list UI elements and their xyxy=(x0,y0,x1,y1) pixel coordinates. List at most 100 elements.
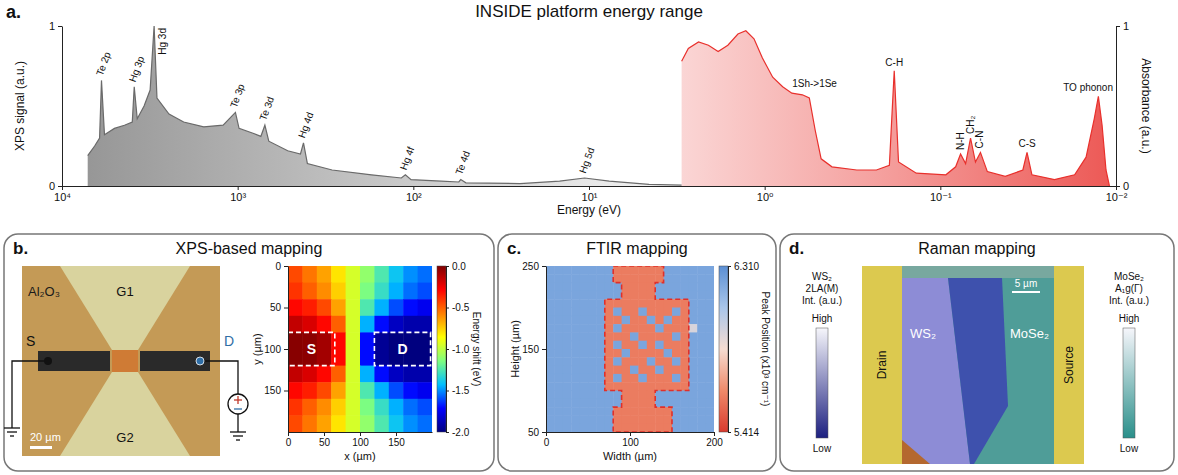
tick: 50 xyxy=(319,432,331,448)
cell xyxy=(613,291,622,300)
cell xyxy=(647,366,656,375)
tick: 50 xyxy=(528,427,546,438)
cell xyxy=(697,391,706,400)
tick-mark xyxy=(288,432,289,436)
cell xyxy=(317,299,332,316)
cell xyxy=(374,399,389,416)
cell xyxy=(580,283,589,292)
cell xyxy=(706,349,714,358)
cell xyxy=(554,407,563,416)
ground xyxy=(4,427,20,428)
cell xyxy=(647,341,656,350)
cell xyxy=(563,291,572,300)
cell xyxy=(638,266,647,275)
tick-label: 10³ xyxy=(230,191,246,203)
tick-label: -0.5 xyxy=(452,302,470,313)
tick-mark xyxy=(58,186,62,187)
cell xyxy=(630,316,639,325)
tick-mark xyxy=(446,391,449,392)
cell xyxy=(622,366,631,375)
cell xyxy=(302,316,317,333)
cell xyxy=(571,324,580,333)
cell xyxy=(331,399,346,416)
ground xyxy=(233,435,243,436)
tick-label: 150 xyxy=(522,344,539,355)
cell xyxy=(672,424,681,432)
cell xyxy=(706,341,714,350)
source-electrode xyxy=(1054,266,1084,464)
cell xyxy=(288,299,303,316)
cell xyxy=(706,415,714,424)
cell xyxy=(680,274,689,283)
cell xyxy=(613,382,622,391)
cell xyxy=(346,399,361,416)
cell xyxy=(664,349,673,358)
cell xyxy=(588,274,597,283)
cell xyxy=(418,299,432,316)
cell xyxy=(664,382,673,391)
cell xyxy=(588,266,597,275)
cell xyxy=(622,283,631,292)
scale-bar xyxy=(30,446,52,449)
cell xyxy=(605,407,614,416)
cell xyxy=(622,391,631,400)
cell xyxy=(546,382,555,391)
cell xyxy=(664,399,673,408)
tick: -0.5 xyxy=(446,302,470,313)
cell xyxy=(622,357,631,366)
cell xyxy=(630,391,639,400)
tick-label: -1.5 xyxy=(452,385,470,396)
device-outline xyxy=(605,266,689,432)
cell xyxy=(706,399,714,408)
cell xyxy=(571,357,580,366)
cell xyxy=(571,382,580,391)
cell xyxy=(554,382,563,391)
annotation: 1Sh->1Se xyxy=(792,78,837,89)
cell xyxy=(403,316,418,333)
cell xyxy=(613,424,622,432)
cells xyxy=(546,266,714,432)
title: INSIDE platform energy range xyxy=(475,2,703,21)
cell xyxy=(374,299,389,316)
tick-mark xyxy=(284,391,288,392)
cell xyxy=(588,415,597,424)
cell xyxy=(346,299,361,316)
cell xyxy=(605,366,614,375)
cell xyxy=(689,316,698,325)
cell xyxy=(605,283,614,292)
cell xyxy=(554,366,563,375)
cell xyxy=(664,316,673,325)
cell xyxy=(346,332,361,349)
cells xyxy=(288,266,432,432)
cell xyxy=(706,391,714,400)
cell xyxy=(689,424,698,432)
cell xyxy=(403,382,418,399)
cell xyxy=(596,316,605,325)
cell xyxy=(630,366,639,375)
cell xyxy=(680,316,689,325)
cell xyxy=(571,391,580,400)
cell xyxy=(563,424,572,432)
colorbar-end-label: High xyxy=(1119,313,1140,324)
cell xyxy=(403,266,418,283)
cell xyxy=(588,374,597,383)
tick-label: 5.414 xyxy=(734,427,759,438)
colorbar xyxy=(816,328,828,438)
cell xyxy=(622,407,631,416)
ground xyxy=(230,431,246,432)
cell xyxy=(706,299,714,308)
cell xyxy=(638,366,647,375)
cell xyxy=(647,391,656,400)
cell xyxy=(613,274,622,283)
cell xyxy=(638,291,647,300)
cell xyxy=(418,382,432,399)
tick-label: 100 xyxy=(264,344,281,355)
cell xyxy=(655,349,664,358)
tick-mark xyxy=(238,186,239,190)
tick-label: 10⁰ xyxy=(757,191,774,203)
cell xyxy=(588,391,597,400)
tick-label: 10⁻² xyxy=(1106,191,1128,203)
cell xyxy=(605,382,614,391)
cell xyxy=(563,332,572,341)
cell xyxy=(647,349,656,358)
